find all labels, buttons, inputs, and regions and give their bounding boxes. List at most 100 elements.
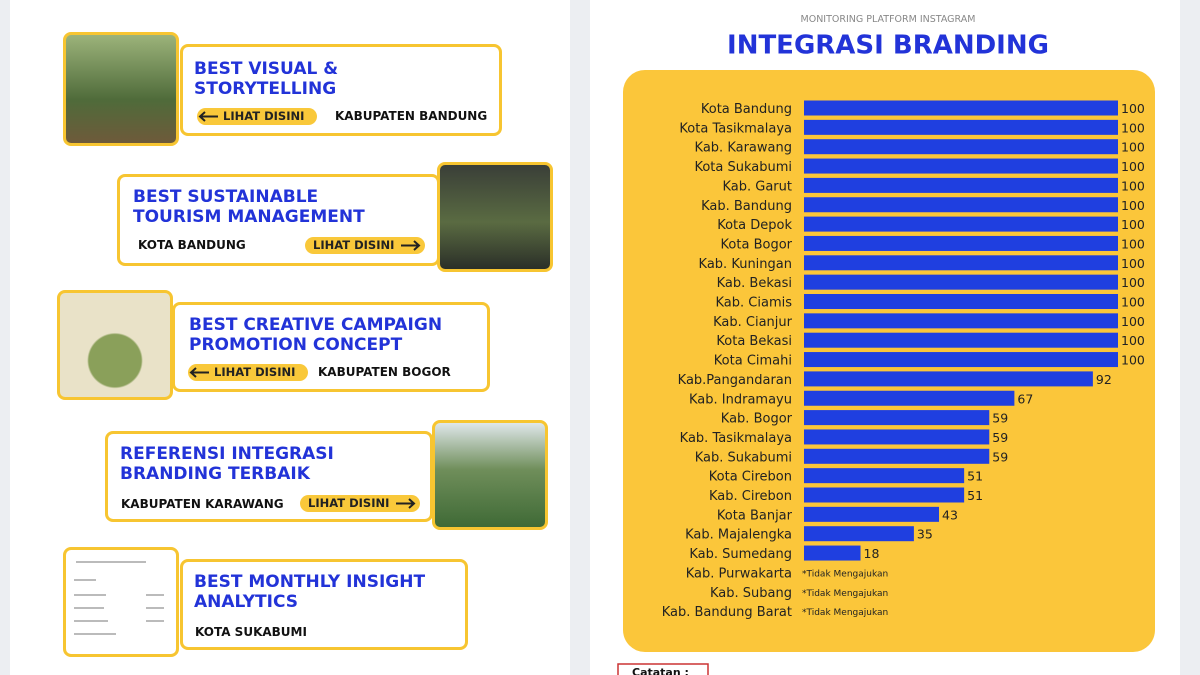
- category-label: Kota Cirebon: [709, 470, 792, 485]
- value-label: 100: [1121, 333, 1145, 348]
- category-label: Kab. Ciamis: [716, 296, 793, 311]
- category-label: Kab. Kuningan: [699, 257, 792, 272]
- thumbnail: [63, 32, 179, 146]
- value-label: 43: [942, 507, 958, 522]
- bar: [804, 468, 965, 484]
- value-label: 100: [1121, 140, 1145, 155]
- award-title: BEST VISUAL & STORYTELLING: [194, 59, 339, 99]
- button[interactable]: LIHAT DISINI: [300, 495, 420, 512]
- arrow-icon: [189, 367, 209, 378]
- value-label: 100: [1121, 236, 1145, 251]
- button-label: LIHAT DISINI: [214, 365, 296, 379]
- chart-subtitle: MONITORING PLATFORM INSTAGRAM: [801, 14, 976, 25]
- button-label: LIHAT DISINI: [313, 238, 395, 252]
- button[interactable]: LIHAT DISINI: [188, 364, 308, 381]
- value-label: 100: [1121, 178, 1145, 193]
- award-title: REFERENSI INTEGRASI BRANDING TERBAIK: [120, 444, 334, 484]
- bar: [804, 410, 990, 426]
- award-title: BEST CREATIVE CAMPAIGN PROMOTION CONCEPT: [189, 315, 443, 355]
- value-label: 100: [1121, 198, 1145, 213]
- bar: [804, 487, 965, 503]
- award-region: KOTA SUKABUMI: [195, 625, 307, 639]
- value-label: 67: [1017, 391, 1033, 406]
- value-label: 92: [1096, 372, 1112, 387]
- button-label: LIHAT DISINI: [223, 109, 305, 123]
- bar: [804, 352, 1118, 368]
- bar: [804, 274, 1118, 290]
- category-label: Kota Bandung: [701, 102, 792, 117]
- bar: [804, 429, 990, 445]
- value-label: 51: [967, 488, 983, 503]
- category-label: Kota Sukabumi: [694, 160, 792, 175]
- category-label: Kota Depok: [717, 218, 792, 233]
- category-label: Kota Cimahi: [714, 354, 792, 369]
- category-label: Kab. Cianjur: [713, 315, 793, 330]
- thumbnail: [432, 420, 548, 530]
- bar: [804, 100, 1118, 116]
- value-label: 100: [1121, 159, 1145, 174]
- value-label: *Tidak Mengajukan: [802, 608, 888, 618]
- chart-title: INTEGRASI BRANDING: [727, 31, 1049, 61]
- bar: [804, 526, 914, 542]
- arrow-icon: [198, 111, 218, 122]
- category-label: Kab. Sukabumi: [695, 450, 792, 465]
- bar: [804, 119, 1118, 135]
- button-label: LIHAT DISINI: [308, 496, 390, 510]
- bar: [804, 371, 1093, 387]
- value-label: 35: [917, 527, 933, 542]
- value-label: 100: [1121, 314, 1145, 329]
- button[interactable]: LIHAT DISINI: [305, 237, 425, 254]
- bar: [804, 545, 861, 561]
- value-label: 100: [1121, 295, 1145, 310]
- bar: [804, 235, 1118, 251]
- value-label: 100: [1121, 256, 1145, 271]
- value-label: 59: [992, 411, 1008, 426]
- value-label: 100: [1121, 353, 1145, 368]
- award-title: BEST SUSTAINABLE TOURISM MANAGEMENT: [133, 187, 365, 227]
- category-label: Kab. Bandung: [701, 199, 792, 214]
- award-title: BEST MONTHLY INSIGHT ANALYTICS: [194, 572, 426, 612]
- arrow-icon: [396, 498, 416, 509]
- thumbnail: [63, 547, 179, 657]
- category-label: Kota Bekasi: [716, 334, 792, 349]
- category-label: Kab. Purwakarta: [686, 566, 792, 581]
- button[interactable]: LIHAT DISINI: [197, 108, 317, 125]
- category-label: Kab. Karawang: [695, 141, 792, 156]
- bar: [804, 506, 940, 522]
- bar: [804, 197, 1118, 213]
- category-label: Kab. Majalengka: [685, 528, 792, 543]
- category-label: Kab. Cirebon: [709, 489, 792, 504]
- category-label: Kab. Indramayu: [689, 392, 792, 407]
- category-label: Kab. Garut: [722, 179, 792, 194]
- value-label: 100: [1121, 101, 1145, 116]
- category-label: Kab. Bekasi: [717, 276, 792, 291]
- award-card: BEST CREATIVE CAMPAIGN PROMOTION CONCEPT…: [172, 302, 490, 392]
- award-card: BEST VISUAL & STORYTELLING LIHAT DISINI …: [180, 44, 502, 136]
- category-label: Kab. Bandung Barat: [662, 605, 792, 620]
- footer-note: Catatan :: [632, 666, 689, 675]
- category-label: Kab. Bogor: [721, 412, 793, 427]
- value-label: *Tidak Mengajukan: [802, 589, 888, 599]
- value-label: 51: [967, 469, 983, 484]
- award-region: KABUPATEN BANDUNG: [335, 109, 488, 123]
- bar: [804, 390, 1015, 406]
- category-label: Kab. Subang: [710, 586, 792, 601]
- category-label: Kab.Pangandaran: [678, 373, 792, 388]
- value-label: 18: [864, 546, 880, 561]
- category-label: Kota Tasikmalaya: [679, 121, 792, 136]
- award-region: KABUPATEN BOGOR: [318, 365, 451, 379]
- bar: [804, 158, 1118, 174]
- category-label: Kab. Sumedang: [689, 547, 792, 562]
- thumbnail: [57, 290, 173, 400]
- category-label: Kab. Tasikmalaya: [680, 431, 792, 446]
- value-label: 100: [1121, 120, 1145, 135]
- dashboard-sketch: [74, 561, 164, 635]
- value-label: 100: [1121, 275, 1145, 290]
- arrow-icon: [401, 240, 421, 251]
- bar: [804, 216, 1118, 232]
- thumbnail: [437, 162, 553, 272]
- award-card: REFERENSI INTEGRASI BRANDING TERBAIK KAB…: [105, 431, 433, 522]
- value-label: 100: [1121, 217, 1145, 232]
- bar: [804, 139, 1118, 155]
